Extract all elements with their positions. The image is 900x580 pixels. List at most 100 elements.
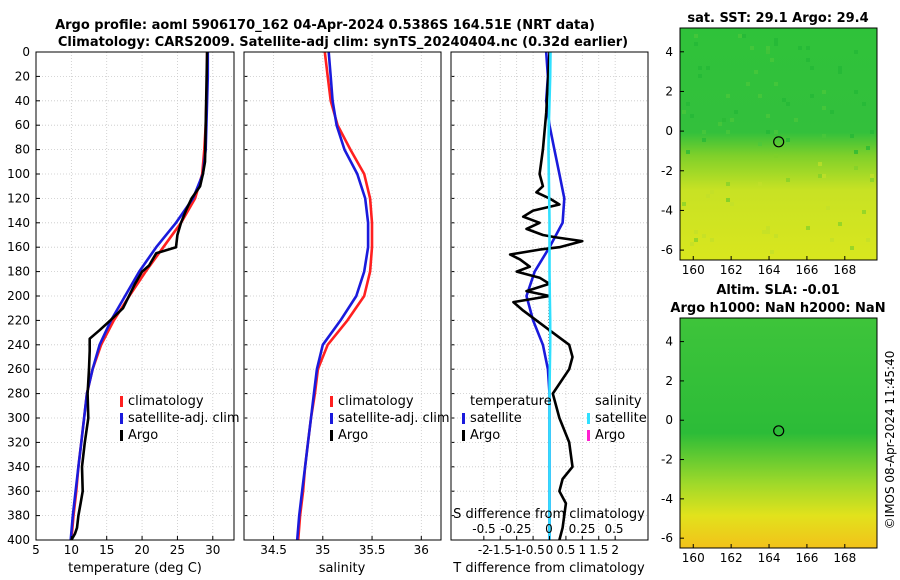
map-pixel — [766, 130, 770, 134]
map-pixel — [698, 66, 702, 70]
map-pixel — [774, 38, 778, 42]
map-pixel — [710, 238, 714, 242]
map-y-tick-label: 0 — [665, 124, 673, 138]
depth-tick-label: 60 — [15, 118, 30, 132]
map-pixel — [822, 90, 826, 94]
map-pixel — [726, 182, 730, 186]
map-pixel — [818, 174, 822, 178]
map-pixel — [862, 210, 866, 214]
depth-tick-label: 160 — [7, 240, 30, 254]
map-pixel — [718, 122, 722, 126]
map-pixel — [782, 98, 786, 102]
x-tick-label: 1 — [579, 543, 587, 557]
sla-map-ticks: 160 162 164 166 168 4 2 0 -2 -4 -6 — [661, 335, 856, 565]
depth-tick-label: 260 — [7, 362, 30, 376]
x-tick-label: 1.5 — [589, 543, 608, 557]
map-y-tick-label: 0 — [665, 413, 673, 427]
top-tick-label: 0 — [545, 522, 553, 536]
map-pixel — [694, 42, 698, 46]
legend-label-climatology: climatology — [128, 394, 204, 409]
series-line-s-satellite — [547, 52, 552, 540]
map-pixel — [822, 134, 826, 138]
map-pixel — [854, 50, 858, 54]
map-pixel — [870, 130, 874, 134]
legend-swatch-s-satellite — [587, 413, 590, 424]
map-pixel — [702, 130, 706, 134]
map-pixel — [730, 202, 734, 206]
map-pixel — [766, 226, 770, 230]
depth-tick-label: 220 — [7, 313, 30, 327]
x-tick-label: 2 — [611, 543, 619, 557]
map-pixel — [822, 106, 826, 110]
top-tick-label: 0.25 — [569, 522, 596, 536]
difference-legend-temperature: temperature satellite Argo — [462, 394, 552, 443]
map-x-tick-label: 162 — [720, 551, 743, 565]
map-x-tick-label: 168 — [833, 551, 856, 565]
legend-label-argo: Argo — [128, 428, 158, 443]
map-pixel — [702, 234, 706, 238]
map-y-tick-label: -2 — [661, 453, 673, 467]
sla-map-frame — [679, 317, 878, 549]
legend-swatch-argo — [120, 430, 123, 441]
map-pixel — [810, 66, 814, 70]
map-pixel — [854, 90, 858, 94]
map-pixel — [762, 230, 766, 234]
map-x-tick-label: 162 — [720, 263, 743, 277]
map-pixel — [766, 50, 770, 54]
depth-tick-label: 140 — [7, 216, 30, 230]
legend-label-s-satellite: satellite — [595, 411, 647, 426]
x-tick-label: 5 — [32, 543, 40, 557]
temperature-grid — [35, 51, 234, 541]
map-pixel — [690, 242, 694, 246]
x-tick-label: -1 — [511, 543, 523, 557]
map-y-tick-label: -4 — [661, 492, 673, 506]
map-pixel — [726, 198, 730, 202]
legend-swatch-climatology — [120, 396, 123, 407]
map-x-tick-label: 164 — [758, 263, 781, 277]
map-pixel — [870, 174, 874, 178]
legend-swatch-t-satellite — [462, 413, 465, 424]
depth-tick-label: 380 — [7, 509, 30, 523]
salinity-legend: climatology satellite-adj. clim Argo — [330, 394, 450, 443]
map-x-tick-label: 160 — [682, 263, 705, 277]
difference-grid — [451, 51, 648, 541]
map-pixel — [698, 74, 702, 78]
map-pixel — [838, 70, 842, 74]
map-pixel — [810, 94, 814, 98]
legend-title-salinity: salinity — [595, 394, 642, 409]
sst-map-field — [680, 28, 877, 260]
salinity-panel: 34.5 35 35.5 36 salinity climatology satell… — [243, 51, 450, 576]
legend-swatch-t-argo — [462, 430, 465, 441]
depth-tick-label: 360 — [7, 484, 30, 498]
top-tick-label: 0.5 — [604, 522, 623, 536]
legend-label-argo: Argo — [338, 428, 368, 443]
depth-tick-label: 280 — [7, 387, 30, 401]
map-pixel — [758, 182, 762, 186]
map-pixel — [766, 230, 770, 234]
map-pixel — [730, 118, 734, 122]
map-y-tick-label: 4 — [665, 45, 673, 59]
x-tick-label: 34.5 — [260, 543, 287, 557]
map-pixel — [806, 46, 810, 50]
x-tick-label: -1.5 — [489, 543, 512, 557]
difference-xlabel-top: S difference from climatology — [453, 507, 645, 522]
map-pixel — [850, 246, 854, 250]
depth-tick-label: 300 — [7, 411, 30, 425]
map-pixel — [866, 238, 870, 242]
map-pixel — [722, 118, 726, 122]
sla-map-title-2: Argo h1000: NaN h2000: NaN — [670, 301, 885, 316]
map-pixel — [826, 206, 830, 210]
map-pixel — [726, 94, 730, 98]
legend-swatch-satellite — [330, 413, 333, 424]
map-pixel — [706, 194, 710, 198]
depth-tick-label: 320 — [7, 435, 30, 449]
map-pixel — [830, 110, 834, 114]
map-pixel — [770, 250, 774, 254]
series-line-satellite-adj-clim — [69, 52, 210, 540]
map-pixel — [706, 66, 710, 70]
difference-lines — [508, 52, 584, 540]
legend-label-t-argo: Argo — [470, 428, 500, 443]
map-pixel — [854, 166, 858, 170]
map-pixel — [770, 58, 774, 62]
legend-title-temperature: temperature — [470, 394, 552, 409]
